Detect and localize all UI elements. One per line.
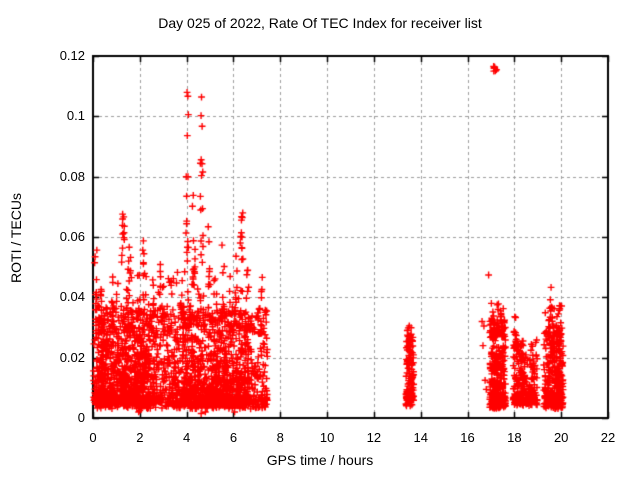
- x-tick-label-18: 18: [507, 430, 522, 445]
- x-tick-label-0: 0: [89, 430, 97, 445]
- x-tick-label-12: 12: [366, 430, 382, 445]
- y-tick-label-0: 0: [77, 410, 85, 425]
- x-tick-label-16: 16: [460, 430, 475, 445]
- y-tick-label-0.08: 0.08: [59, 168, 85, 184]
- x-tick-label-2: 2: [136, 430, 144, 445]
- y-tick-label-0.02: 0.02: [59, 349, 85, 365]
- x-tick-label-20: 20: [553, 430, 569, 445]
- x-tick-label-6: 6: [229, 430, 238, 445]
- chart-title: Day 025 of 2022, Rate Of TEC Index for r…: [158, 15, 482, 31]
- y-tick-label-0.1: 0.1: [66, 108, 85, 124]
- x-tick-label-4: 4: [183, 430, 191, 445]
- x-axis-label: GPS time / hours: [266, 452, 374, 468]
- y-tick-label-0.04: 0.04: [59, 289, 85, 305]
- x-tick-label-8: 8: [276, 430, 284, 445]
- x-tick-label-22: 22: [600, 430, 616, 445]
- x-tick-label-14: 14: [413, 430, 428, 445]
- x-tick-label-10: 10: [319, 430, 335, 445]
- y-tick-label-0.06: 0.06: [59, 229, 85, 244]
- y-tick-label-0.12: 0.12: [59, 48, 85, 63]
